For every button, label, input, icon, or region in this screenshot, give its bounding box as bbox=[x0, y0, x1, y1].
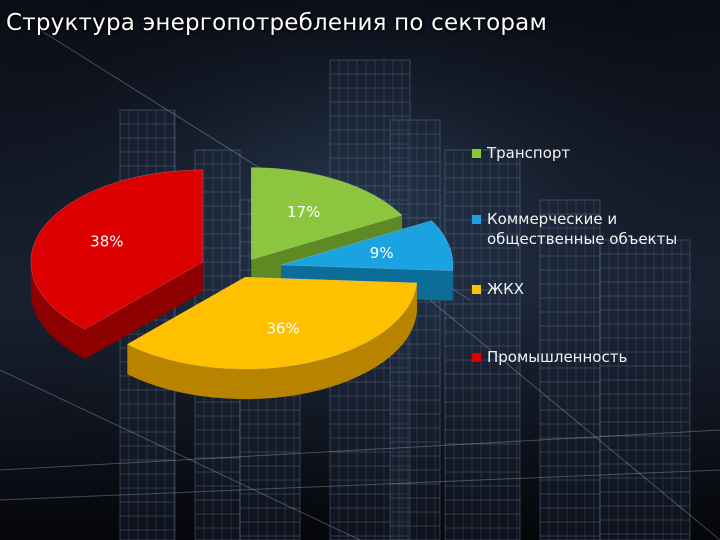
legend-swatch bbox=[472, 285, 481, 294]
tower-4 bbox=[444, 149, 521, 540]
legend-swatch bbox=[472, 353, 481, 362]
legend-label: Коммерческие и bbox=[487, 210, 617, 228]
legend-label: общественные объекты bbox=[487, 230, 677, 248]
pie-slices bbox=[30, 167, 454, 400]
pie-labels: 17% 9% 36% 38% bbox=[90, 203, 393, 337]
pie-slice-top bbox=[30, 169, 204, 330]
pie-slice-3 bbox=[30, 169, 204, 359]
pie-slice-top bbox=[126, 276, 418, 370]
perspective-line bbox=[0, 369, 361, 540]
perspective-line bbox=[0, 469, 720, 501]
pie-slice-top bbox=[280, 220, 454, 272]
slice-label-2: 36% bbox=[266, 319, 299, 337]
pie-slice-top bbox=[250, 167, 403, 260]
slice-label-0: 17% bbox=[287, 203, 320, 221]
legend-label: Транспорт bbox=[486, 144, 570, 162]
legend-item-2: ЖКХ bbox=[472, 280, 524, 298]
legend-item-3: Промышленность bbox=[472, 348, 627, 366]
perspective-line bbox=[0, 429, 720, 471]
legend-item-0: Транспорт bbox=[472, 144, 570, 162]
perspective-line bbox=[429, 299, 720, 540]
slide-title: Структура энергопотребления по секторам bbox=[6, 10, 547, 36]
slice-label-1: 9% bbox=[370, 244, 394, 262]
legend: Транспорт Коммерческие и общественные объе… bbox=[472, 144, 677, 366]
pie-slice-side bbox=[127, 282, 417, 400]
tower-6 bbox=[599, 239, 691, 540]
legend-label: Промышленность bbox=[487, 348, 627, 366]
pie-slice-cut-face bbox=[85, 261, 203, 359]
legend-item-1: Коммерческие и общественные объекты bbox=[472, 210, 677, 248]
legend-swatch bbox=[472, 149, 481, 158]
pie-slice-2 bbox=[126, 276, 418, 400]
tower-5 bbox=[539, 199, 601, 540]
legend-label: ЖКХ bbox=[487, 280, 524, 298]
pie-slice-side bbox=[30, 261, 86, 359]
slice-label-3: 38% bbox=[90, 233, 123, 251]
legend-swatch bbox=[472, 215, 481, 224]
